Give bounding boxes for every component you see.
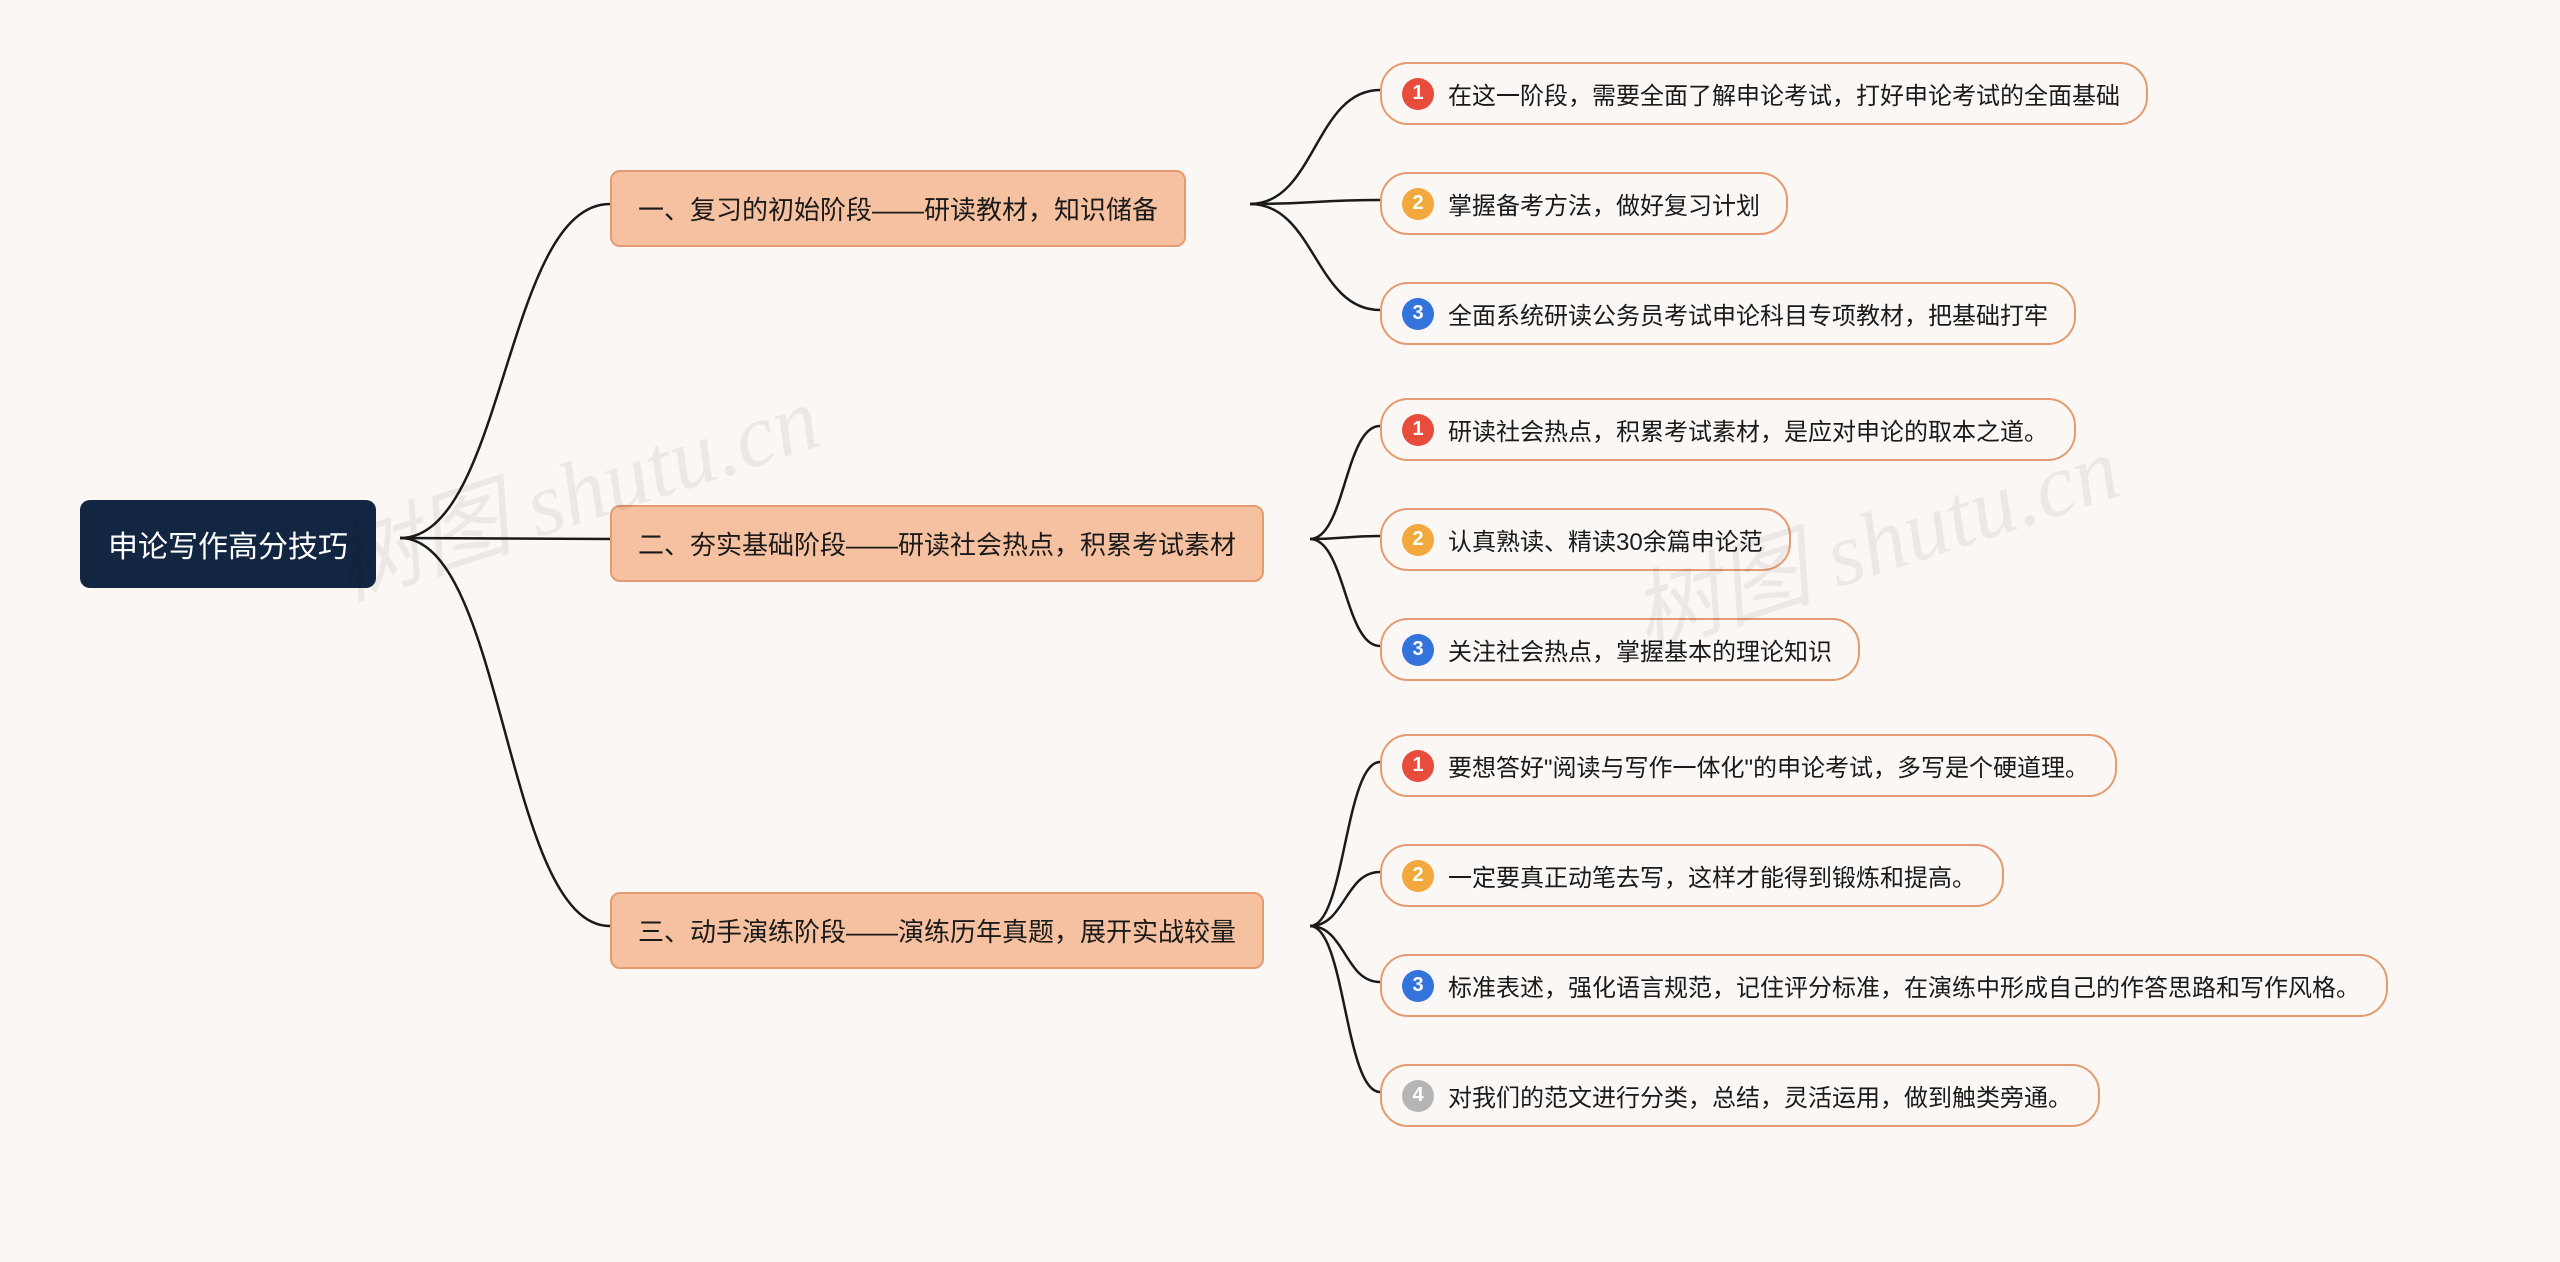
number-badge: 3 — [1402, 298, 1434, 330]
leaf-node-1-1: 1 在这一阶段，需要全面了解申论考试，打好申论考试的全面基础 — [1380, 62, 2148, 125]
number-badge: 1 — [1402, 750, 1434, 782]
leaf-text: 对我们的范文进行分类，总结，灵活运用，做到触类旁通。 — [1448, 1078, 2072, 1113]
branch-label: 一、复习的初始阶段——研读教材，知识储备 — [638, 195, 1158, 225]
watermark-1: 树图 shutu.cn — [312, 345, 832, 625]
root-node: 申论写作高分技巧 — [80, 500, 376, 588]
number-badge: 2 — [1402, 188, 1434, 220]
leaf-text: 标准表述，强化语言规范，记住评分标准，在演练中形成自己的作答思路和写作风格。 — [1448, 968, 2360, 1003]
leaf-text: 一定要真正动笔去写，这样才能得到锻炼和提高。 — [1448, 858, 1976, 893]
root-label: 申论写作高分技巧 — [108, 531, 348, 564]
leaf-node-3-3: 3 标准表述，强化语言规范，记住评分标准，在演练中形成自己的作答思路和写作风格。 — [1380, 954, 2388, 1017]
leaf-text: 关注社会热点，掌握基本的理论知识 — [1448, 632, 1832, 667]
number-badge: 3 — [1402, 970, 1434, 1002]
leaf-text: 认真熟读、精读30余篇申论范 — [1448, 522, 1763, 557]
number-badge: 2 — [1402, 860, 1434, 892]
leaf-node-3-1: 1 要想答好"阅读与写作一体化"的申论考试，多写是个硬道理。 — [1380, 734, 2117, 797]
leaf-node-2-3: 3 关注社会热点，掌握基本的理论知识 — [1380, 618, 1860, 681]
leaf-node-3-2: 2 一定要真正动笔去写，这样才能得到锻炼和提高。 — [1380, 844, 2004, 907]
branch-label: 三、动手演练阶段——演练历年真题，展开实战较量 — [638, 917, 1236, 947]
leaf-node-2-2: 2 认真熟读、精读30余篇申论范 — [1380, 508, 1791, 571]
connector-lines — [0, 0, 2560, 1262]
leaf-text: 研读社会热点，积累考试素材，是应对申论的取本之道。 — [1448, 412, 2048, 447]
branch-label: 二、夯实基础阶段——研读社会热点，积累考试素材 — [638, 530, 1236, 560]
number-badge: 4 — [1402, 1080, 1434, 1112]
branch-node-2: 二、夯实基础阶段——研读社会热点，积累考试素材 — [610, 505, 1264, 582]
branch-node-3: 三、动手演练阶段——演练历年真题，展开实战较量 — [610, 892, 1264, 969]
leaf-text: 在这一阶段，需要全面了解申论考试，打好申论考试的全面基础 — [1448, 76, 2120, 111]
number-badge: 2 — [1402, 524, 1434, 556]
branch-node-1: 一、复习的初始阶段——研读教材，知识储备 — [610, 170, 1186, 247]
number-badge: 1 — [1402, 78, 1434, 110]
number-badge: 3 — [1402, 634, 1434, 666]
leaf-text: 掌握备考方法，做好复习计划 — [1448, 186, 1760, 221]
leaf-text: 要想答好"阅读与写作一体化"的申论考试，多写是个硬道理。 — [1448, 748, 2089, 783]
leaf-node-2-1: 1 研读社会热点，积累考试素材，是应对申论的取本之道。 — [1380, 398, 2076, 461]
leaf-node-1-2: 2 掌握备考方法，做好复习计划 — [1380, 172, 1788, 235]
leaf-text: 全面系统研读公务员考试申论科目专项教材，把基础打牢 — [1448, 296, 2048, 331]
leaf-node-1-3: 3 全面系统研读公务员考试申论科目专项教材，把基础打牢 — [1380, 282, 2076, 345]
leaf-node-3-4: 4 对我们的范文进行分类，总结，灵活运用，做到触类旁通。 — [1380, 1064, 2100, 1127]
number-badge: 1 — [1402, 414, 1434, 446]
